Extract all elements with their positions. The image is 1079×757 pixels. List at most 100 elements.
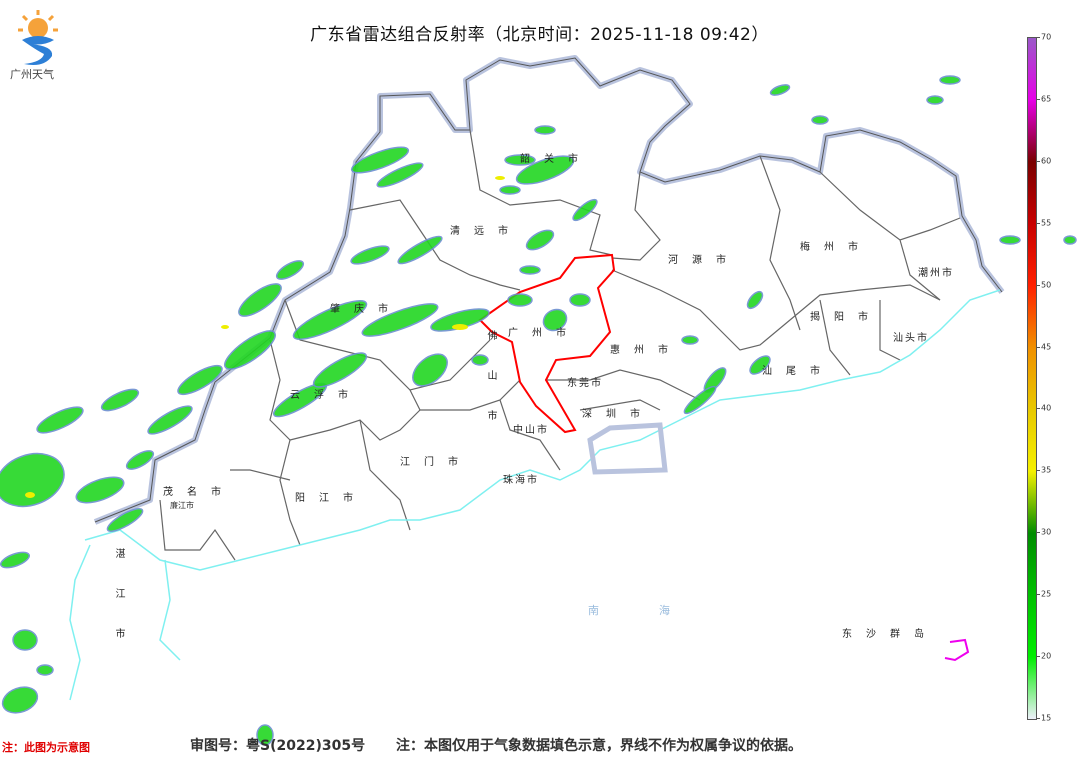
colorbar-tick <box>1036 37 1040 38</box>
radar-echo <box>224 330 276 370</box>
radar-echo-strong <box>221 325 229 329</box>
colorbar-tick <box>1036 594 1040 596</box>
radar-echo <box>519 265 541 275</box>
radar-echo <box>177 364 223 396</box>
city-label: 揭阳市 <box>810 312 882 323</box>
footer: 审图号：粤S(2022)305号 注：本图仅用于气象数据填色示意，界线不作为权属… <box>190 735 828 755</box>
colorbar-tick <box>1036 656 1040 658</box>
reflectivity-colorbar <box>1027 37 1037 720</box>
radar-echo-strong <box>495 176 505 180</box>
city-label: 湛江市 <box>113 548 124 668</box>
schematic-note: 注：此图为示意图 <box>2 741 90 754</box>
radar-echo <box>999 235 1021 245</box>
radar-echo <box>569 293 591 307</box>
colorbar-tick-label: 70 <box>1041 32 1052 42</box>
radar-echo <box>504 154 536 166</box>
radar-echo-strong <box>452 324 468 330</box>
radar-echo <box>1 686 39 714</box>
radar-echo <box>312 352 368 388</box>
review-number: 审图号：粤S(2022)305号 <box>190 738 366 754</box>
radar-echo <box>746 290 764 310</box>
colorbar-tick <box>1036 222 1040 224</box>
radar-echo <box>542 308 568 332</box>
city-label: 江门市 <box>400 457 472 468</box>
radar-echo <box>0 452 65 508</box>
city-label: 惠州市 <box>610 345 682 356</box>
colorbar-tick-label: 40 <box>1041 403 1052 413</box>
city-label: 深圳市 <box>582 409 654 420</box>
colorbar-tick-label: 15 <box>1041 713 1052 723</box>
city-label: 梅州市 <box>800 242 872 253</box>
coastline <box>69 289 1001 701</box>
colorbar-tick <box>1036 284 1040 286</box>
colorbar-tick-label: 65 <box>1041 94 1052 104</box>
radar-echo <box>939 75 961 85</box>
city-label: 东莞市 <box>567 378 603 389</box>
radar-echo <box>471 354 489 366</box>
radar-echo <box>749 355 771 375</box>
city-label: 广州市 <box>508 328 580 339</box>
radar-echo <box>811 115 829 125</box>
colorbar-tick-label: 25 <box>1041 589 1052 599</box>
radar-echo <box>12 629 38 651</box>
radar-echo <box>926 95 944 105</box>
city-label: 汕头市 <box>893 333 929 344</box>
radar-echo <box>100 388 140 412</box>
city-label: 阳江市 <box>295 493 367 504</box>
radar-echo <box>36 406 84 434</box>
radar-echo-strong <box>25 492 35 498</box>
city-label: 汕尾市 <box>762 366 834 377</box>
colorbar-tick <box>1036 532 1040 534</box>
city-label: 东沙群岛 <box>842 629 938 640</box>
colorbar-tick <box>1036 470 1040 472</box>
radar-echo <box>1063 235 1077 245</box>
radar-echo <box>515 155 575 185</box>
radar-echo <box>75 476 125 504</box>
radar-echo <box>769 84 791 96</box>
radar-echo <box>292 300 368 340</box>
disclaimer: 注：本图仅用于气象数据填色示意，界线不作为权属争议的依据。 <box>395 738 802 754</box>
city-label: 肇庆市 <box>330 304 402 315</box>
guangzhou-boundary <box>478 253 616 434</box>
radar-echo <box>681 335 699 345</box>
radar-echo <box>376 162 424 188</box>
city-label: 清远市 <box>450 226 522 237</box>
colorbar-tick <box>1036 160 1040 162</box>
radar-echo <box>147 405 193 435</box>
radar-echo <box>125 450 155 470</box>
colorbar-tick-label: 55 <box>1041 218 1052 228</box>
colorbar-tick <box>1036 346 1040 348</box>
colorbar-tick-label: 35 <box>1041 465 1052 475</box>
radar-echo <box>256 724 274 746</box>
radar-echo <box>683 385 717 415</box>
radar-echo <box>534 125 556 135</box>
colorbar-tick-label: 60 <box>1041 156 1052 166</box>
logo-text: 广州天气 <box>10 68 54 81</box>
radar-echo <box>238 283 282 317</box>
colorbar-tick <box>1036 718 1040 719</box>
city-label: 茂名市 <box>163 487 235 498</box>
map-title: 广东省雷达组合反射率（北京时间：2025-11-18 09:42） <box>310 25 769 45</box>
radar-echo <box>499 185 521 195</box>
radar-echo <box>0 551 30 569</box>
city-label: 河源市 <box>668 255 740 266</box>
colorbar-tick <box>1036 98 1040 100</box>
city-label: 云浮市 <box>290 390 362 401</box>
city-label: 中山市 <box>513 425 549 436</box>
city-label: 廉江市 <box>170 501 194 510</box>
radar-echo <box>572 198 598 222</box>
city-label: 韶关市 <box>520 154 592 165</box>
radar-echo <box>525 229 555 251</box>
guangzhou-weather-logo <box>18 10 58 65</box>
radar-echo <box>36 664 54 676</box>
radar-echo <box>350 245 390 265</box>
city-label: 珠海市 <box>503 475 539 486</box>
city-label: 南海 <box>588 604 730 617</box>
colorbar-tick-label: 30 <box>1041 527 1052 537</box>
city-label: 佛山市 <box>485 330 496 450</box>
radar-echo <box>350 146 410 174</box>
radar-echo <box>106 507 144 533</box>
radar-echo <box>397 235 443 265</box>
colorbar-tick-label: 45 <box>1041 342 1052 352</box>
city-boundaries <box>159 129 961 561</box>
